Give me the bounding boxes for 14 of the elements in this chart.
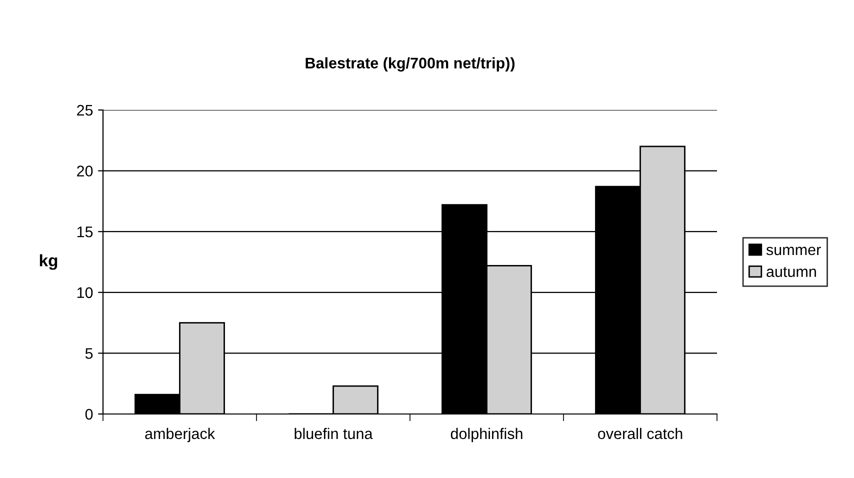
x-tick-label: dolphinfish xyxy=(450,428,522,442)
chart-title: Balestrate (kg/700m net/trip)) xyxy=(306,57,515,72)
x-tick-label: bluefin tuna xyxy=(294,428,373,440)
legend-label: autumn xyxy=(766,267,816,278)
y-tick-label: 0 xyxy=(85,408,93,420)
y-tick-label: 5 xyxy=(85,348,93,359)
y-tick-label: 15 xyxy=(77,226,93,238)
y-tick-label: 10 xyxy=(77,287,93,298)
x-tick-label: amberjack xyxy=(145,428,216,442)
y-tick-label: 25 xyxy=(77,104,93,116)
x-tick-label: overall catch xyxy=(598,428,682,440)
y-axis-title: kg xyxy=(40,254,58,270)
legend-label: summer xyxy=(766,246,821,256)
y-tick-label: 20 xyxy=(77,166,93,176)
